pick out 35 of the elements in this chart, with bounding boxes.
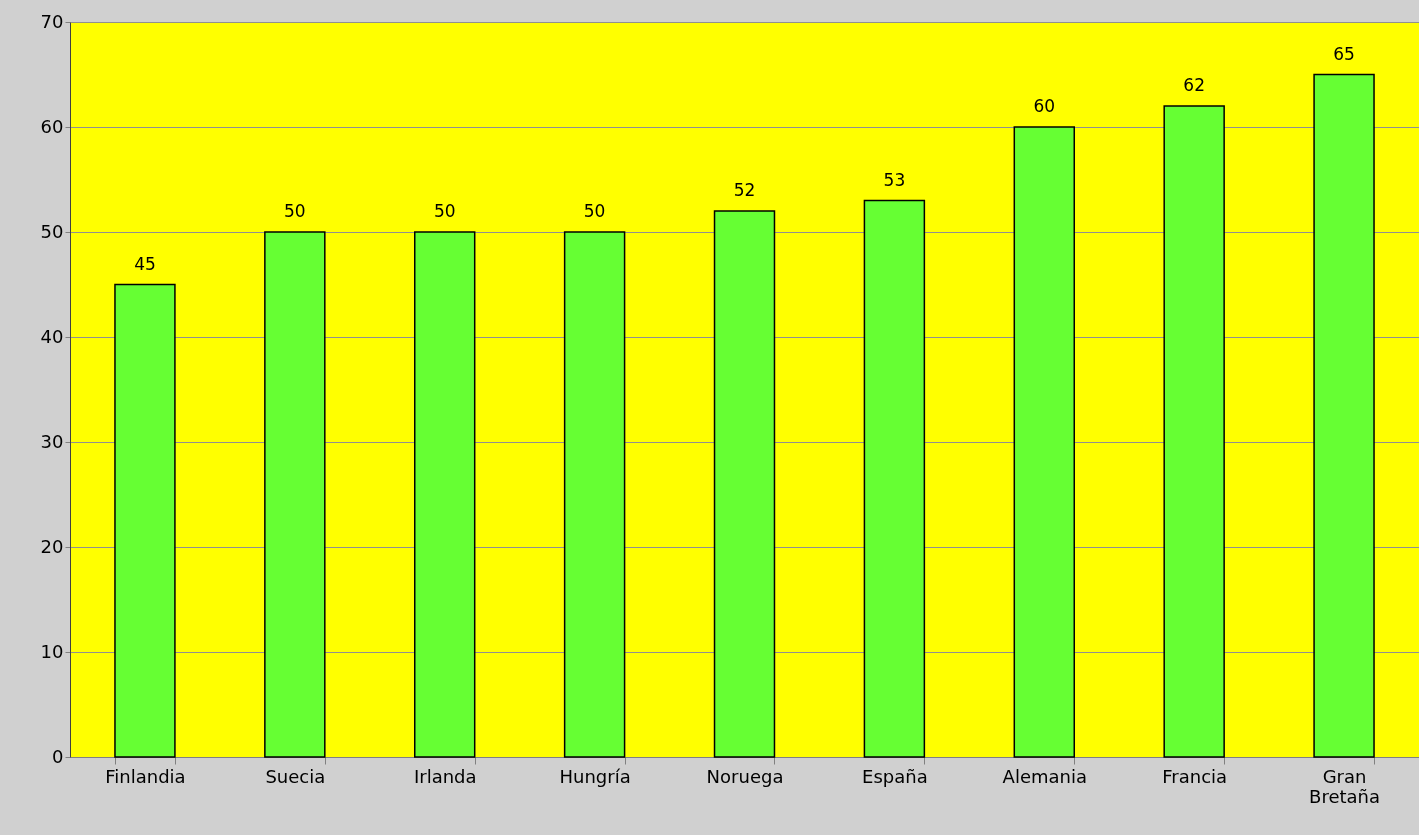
data-label: 45 [134,253,156,274]
data-label: 50 [284,201,306,221]
data-label: 50 [583,201,606,221]
data-label: 60 [1033,96,1056,116]
bar [563,231,626,758]
x-tick-label: Suecia [265,765,326,787]
bar [114,283,176,758]
y-tick-label: 50 [40,220,64,242]
x-tick-label: Alemania [1002,765,1087,787]
bar [713,210,776,758]
bar [863,199,926,758]
bar [1163,105,1225,758]
bar [264,231,326,758]
x-tick-label: Hungría [559,765,631,787]
x-tick-label: Finlandia [105,765,186,787]
data-label: 52 [733,180,756,200]
bar [1013,126,1076,758]
x-tick-label: Irlanda [413,765,477,787]
y-tick-label: 10 [40,640,64,662]
y-tick-label: 30 [40,430,64,452]
bar [413,231,476,758]
bar [1313,73,1375,758]
y-tick-label: 0 [52,745,64,767]
y-tick-label: 40 [40,325,64,347]
x-tick-label: Gran Bretaña [1309,765,1381,807]
y-tick-label: 70 [40,10,64,32]
data-label: 50 [433,201,456,221]
data-label: 65 [1333,43,1355,64]
data-label: 62 [1183,75,1205,95]
data-label: 53 [883,169,906,190]
x-tick-label: España [862,765,928,787]
x-tick-label: Francia [1162,765,1228,787]
x-tick-label: Noruega [706,765,784,787]
y-tick-label: 20 [40,535,64,557]
y-tick-label: 60 [40,115,64,137]
